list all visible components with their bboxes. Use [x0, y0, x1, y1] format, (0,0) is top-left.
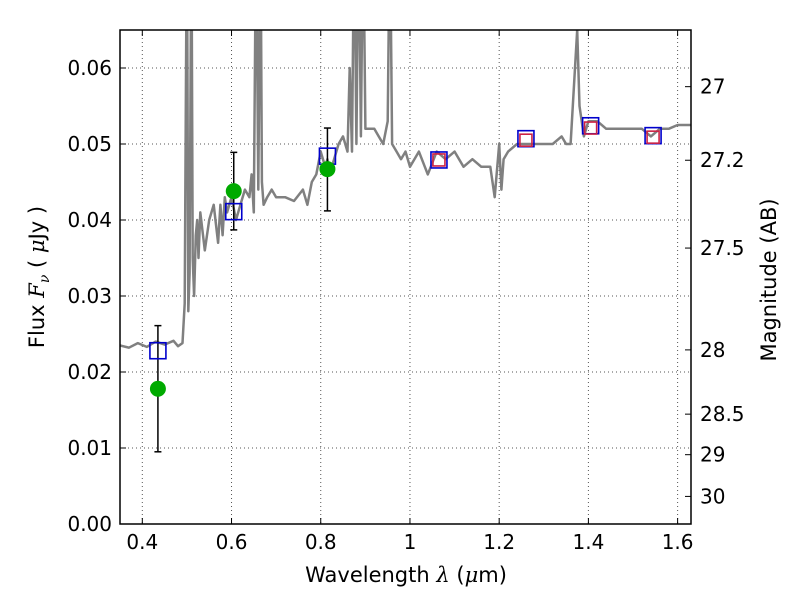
y-tick-label: 0.02 [67, 360, 112, 384]
x-tick-label: 0.4 [126, 530, 158, 554]
y2-tick-label: 30 [700, 484, 725, 508]
square-marker [149, 341, 167, 360]
square-marker [430, 151, 448, 169]
plot-layer [120, 30, 691, 453]
y-tick-label: 0.01 [67, 436, 112, 460]
square-marker [583, 121, 598, 135]
y-tick-label: 0.05 [67, 132, 112, 156]
y-tick-label: 0.00 [67, 512, 112, 536]
y2-tick-label: 28.5 [700, 402, 745, 426]
y2-tick-label: 29 [700, 443, 725, 467]
square-marker [519, 133, 533, 147]
y2-tick-label: 27.5 [700, 236, 745, 260]
plot-frame [119, 29, 692, 525]
x-tick-label: 1.6 [662, 530, 694, 554]
y-tick-label: 0.06 [67, 56, 112, 80]
grid-layer [120, 30, 691, 525]
x-axis-label: Wavelength λ (μm) [305, 563, 507, 587]
y2-tick-label: 27.2 [700, 148, 745, 172]
x-tick-label: 1.2 [483, 530, 515, 554]
square-marker [432, 153, 446, 167]
square-marker [646, 130, 660, 144]
x-tick-label: 1 [404, 530, 417, 554]
x-tick-label: 1.4 [572, 530, 604, 554]
y-tick-label: 0.03 [67, 284, 112, 308]
spectrum-line [120, 30, 691, 349]
observed-point [225, 183, 242, 200]
square-marker [224, 202, 243, 221]
tick-layer: 0.4 0.6 0.8 1 1.2 1.4 1.6 0.00 0.01 0.02 0.03 0.04 0… [67, 30, 745, 554]
y2-tick-label: 28 [700, 338, 725, 362]
y2-tick-label: 27 [700, 75, 725, 99]
y-axis-label: Flux Fν ( μJy ) [25, 206, 53, 348]
y2-axis-label: Magnitude (AB) [757, 198, 781, 361]
y-tick-label: 0.04 [67, 208, 112, 232]
x-tick-label: 0.6 [216, 530, 248, 554]
x-tick-label: 0.8 [305, 530, 337, 554]
observed-point [149, 380, 166, 397]
plot-area [120, 30, 691, 453]
observed-point [319, 161, 336, 178]
